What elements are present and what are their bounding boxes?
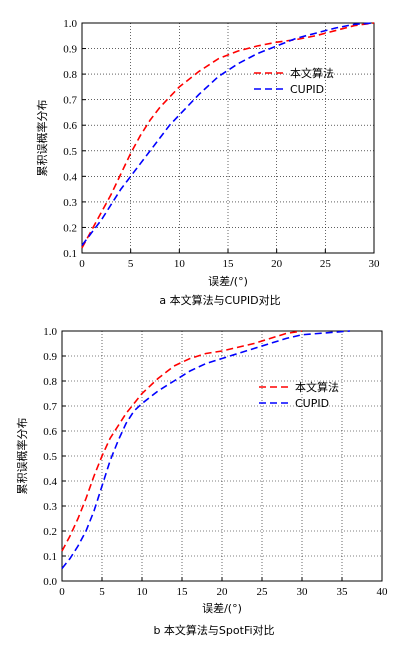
figure-caption: a 本文算法与CUPID对比 xyxy=(159,293,280,307)
y-tick-label: 0.3 xyxy=(63,197,77,209)
y-tick-label: 0.0 xyxy=(43,576,57,588)
legend-label: 本文算法 xyxy=(295,380,339,394)
legend-label: CUPID xyxy=(295,397,329,410)
x-tick-label: 20 xyxy=(217,586,229,598)
x-tick-label: 30 xyxy=(297,586,309,598)
y-tick-label: 0.2 xyxy=(63,222,77,234)
figure-caption: b 本文算法与SpotFi对比 xyxy=(153,623,274,637)
y-tick-label: 0.7 xyxy=(43,401,57,413)
x-tick-label: 10 xyxy=(174,258,186,270)
x-tick-label: 5 xyxy=(128,258,134,270)
x-tick-label: 35 xyxy=(337,586,349,598)
y-tick-label: 0.5 xyxy=(43,451,57,463)
x-tick-label: 40 xyxy=(377,586,389,598)
x-tick-label: 25 xyxy=(320,258,332,270)
y-tick-label: 1.0 xyxy=(43,326,57,338)
x-axis-label: 误差/(°) xyxy=(202,601,242,615)
y-axis-label: 累积误概率分布 xyxy=(15,418,29,495)
y-tick-label: 0.4 xyxy=(63,171,77,183)
y-tick-label: 0.1 xyxy=(63,248,77,260)
y-tick-label: 0.9 xyxy=(43,351,57,363)
legend-label: CUPID xyxy=(290,83,324,96)
y-tick-label: 0.1 xyxy=(43,551,57,563)
y-tick-label: 0.9 xyxy=(63,44,77,56)
x-tick-label: 15 xyxy=(177,586,189,598)
series-line-cupid xyxy=(81,22,375,246)
series-line-proposed xyxy=(81,22,375,249)
x-tick-label: 25 xyxy=(257,586,269,598)
y-tick-label: 0.3 xyxy=(43,501,57,513)
y-tick-label: 0.5 xyxy=(63,146,77,158)
y-tick-label: 0.7 xyxy=(63,95,77,107)
x-tick-label: 10 xyxy=(137,586,149,598)
y-tick-label: 0.4 xyxy=(43,476,57,488)
x-tick-label: 15 xyxy=(223,258,235,270)
x-tick-label: 0 xyxy=(79,258,85,270)
y-tick-label: 1.0 xyxy=(63,18,77,30)
y-tick-label: 0.6 xyxy=(43,426,57,438)
y-tick-label: 0.6 xyxy=(63,120,77,132)
y-axis-label: 累积误概率分布 xyxy=(35,100,49,177)
x-axis-label: 误差/(°) xyxy=(208,274,248,288)
x-tick-label: 5 xyxy=(99,586,105,598)
x-tick-label: 0 xyxy=(59,586,65,598)
series-line-proposed xyxy=(61,330,303,552)
y-tick-label: 0.2 xyxy=(43,526,57,538)
legend-label: 本文算法 xyxy=(290,66,334,80)
y-tick-label: 0.8 xyxy=(63,69,77,81)
x-tick-label: 20 xyxy=(271,258,283,270)
series-line-cupid xyxy=(61,330,351,569)
x-tick-label: 30 xyxy=(369,258,381,270)
y-tick-label: 0.8 xyxy=(43,376,57,388)
